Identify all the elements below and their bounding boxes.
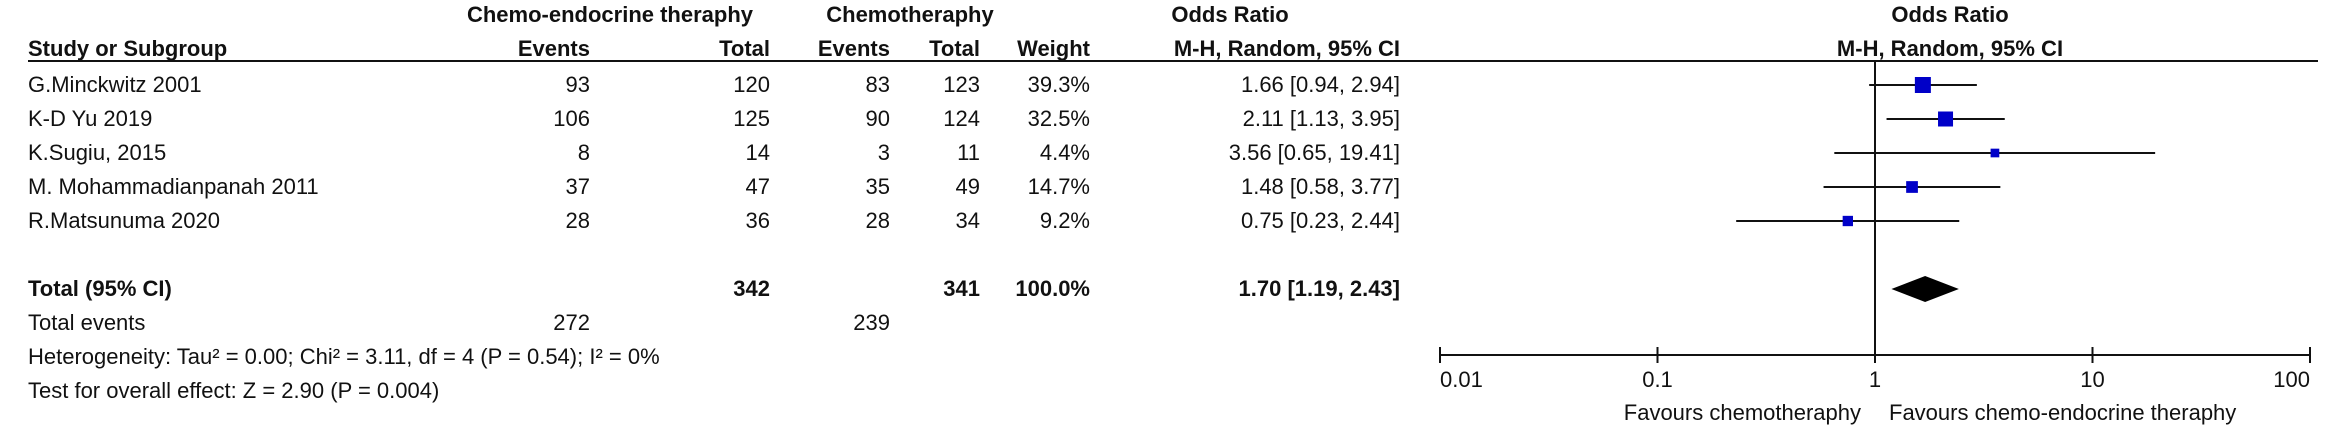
weight: 9.2% <box>1039 208 1090 233</box>
study-name: K.Sugiu, 2015 <box>28 140 167 165</box>
study-name: K-D Yu 2019 <box>28 106 153 131</box>
study-marker <box>1906 181 1918 193</box>
total-events-ctl: 239 <box>853 310 890 335</box>
column-header-events-exp: Events <box>517 36 590 61</box>
plot-header-title: Odds Ratio <box>1891 2 2009 27</box>
or-header-title: Odds Ratio <box>1171 2 1289 27</box>
events-ctl: 28 <box>865 208 890 233</box>
favours-right-label: Favours chemo-endocrine theraphy <box>1889 400 2236 425</box>
study-marker <box>1842 215 1853 227</box>
or-text: 3.56 [0.65, 19.41] <box>1228 140 1400 165</box>
total-ctl: 124 <box>943 106 980 131</box>
events-ctl: 83 <box>865 72 890 97</box>
heterogeneity-text: Heterogeneity: Tau² = 0.00; Chi² = 3.11,… <box>28 344 660 369</box>
total-exp: 36 <box>745 208 770 233</box>
total-exp: 120 <box>733 72 770 97</box>
study-marker <box>1990 148 2000 158</box>
events-exp: 93 <box>565 72 590 97</box>
column-header-total-ctl: Total <box>929 36 980 61</box>
column-header-total-exp: Total <box>719 36 770 61</box>
weight: 4.4% <box>1039 140 1090 165</box>
total-ctl: 341 <box>943 276 980 301</box>
total-exp: 47 <box>745 174 770 199</box>
group-header-control: Chemotheraphy <box>826 2 994 27</box>
total-exp: 14 <box>745 140 770 165</box>
total-ctl: 49 <box>955 174 980 199</box>
or-text: 0.75 [0.23, 2.44] <box>1240 208 1400 233</box>
events-ctl: 35 <box>865 174 890 199</box>
column-header-events-ctl: Events <box>817 36 890 61</box>
events-exp: 37 <box>565 174 590 199</box>
weight: 32.5% <box>1027 106 1090 131</box>
column-header-study: Study or Subgroup <box>28 36 228 61</box>
study-marker <box>1914 77 1931 93</box>
header-divider <box>28 60 2318 62</box>
x-tick-label: 0.1 <box>1642 367 1673 392</box>
total-weight: 100.0% <box>1015 276 1090 301</box>
total-ctl: 123 <box>943 72 980 97</box>
events-ctl: 3 <box>877 140 890 165</box>
events-exp: 8 <box>577 140 590 165</box>
pooled-diamond <box>1891 276 1959 302</box>
total-label: Total (95% CI) <box>28 276 172 301</box>
column-header-weight: Weight <box>1017 36 1090 61</box>
total-ctl: 34 <box>955 208 980 233</box>
plot-header-method: M-H, Random, 95% CI <box>1836 36 2064 61</box>
total-events-label: Total events <box>28 310 146 335</box>
or-text: 1.48 [0.58, 3.77] <box>1240 174 1400 199</box>
study-marker <box>1938 111 1954 127</box>
study-name: M. Mohammadianpanah 2011 <box>28 174 319 199</box>
events-ctl: 90 <box>865 106 890 131</box>
weight: 14.7% <box>1027 174 1090 199</box>
study-name: R.Matsunuma 2020 <box>28 208 220 233</box>
overall-effect-text: Test for overall effect: Z = 2.90 (P = 0… <box>28 378 440 403</box>
x-tick-label: 0.01 <box>1440 367 1483 392</box>
x-tick-label: 10 <box>2080 367 2104 392</box>
events-exp: 28 <box>565 208 590 233</box>
or-text: 2.11 [1.13, 3.95] <box>1242 106 1400 131</box>
study-name: G.Minckwitz 2001 <box>28 72 202 97</box>
x-tick-label: 1 <box>1869 367 1881 392</box>
total-or-text: 1.70 [1.19, 2.43] <box>1238 276 1400 301</box>
weight: 39.3% <box>1027 72 1090 97</box>
total-exp: 342 <box>733 276 770 301</box>
group-header-experimental: Chemo-endocrine theraphy <box>466 2 754 27</box>
column-header-or-method: M-H, Random, 95% CI <box>1173 36 1400 61</box>
x-tick-label: 100 <box>2273 367 2310 392</box>
total-exp: 125 <box>733 106 770 131</box>
total-ctl: 11 <box>957 140 980 165</box>
events-exp: 106 <box>553 106 590 131</box>
or-text: 1.66 [0.94, 2.94] <box>1240 72 1400 97</box>
total-events-exp: 272 <box>553 310 590 335</box>
favours-left-label: Favours chemotheraphy <box>1624 400 1861 425</box>
